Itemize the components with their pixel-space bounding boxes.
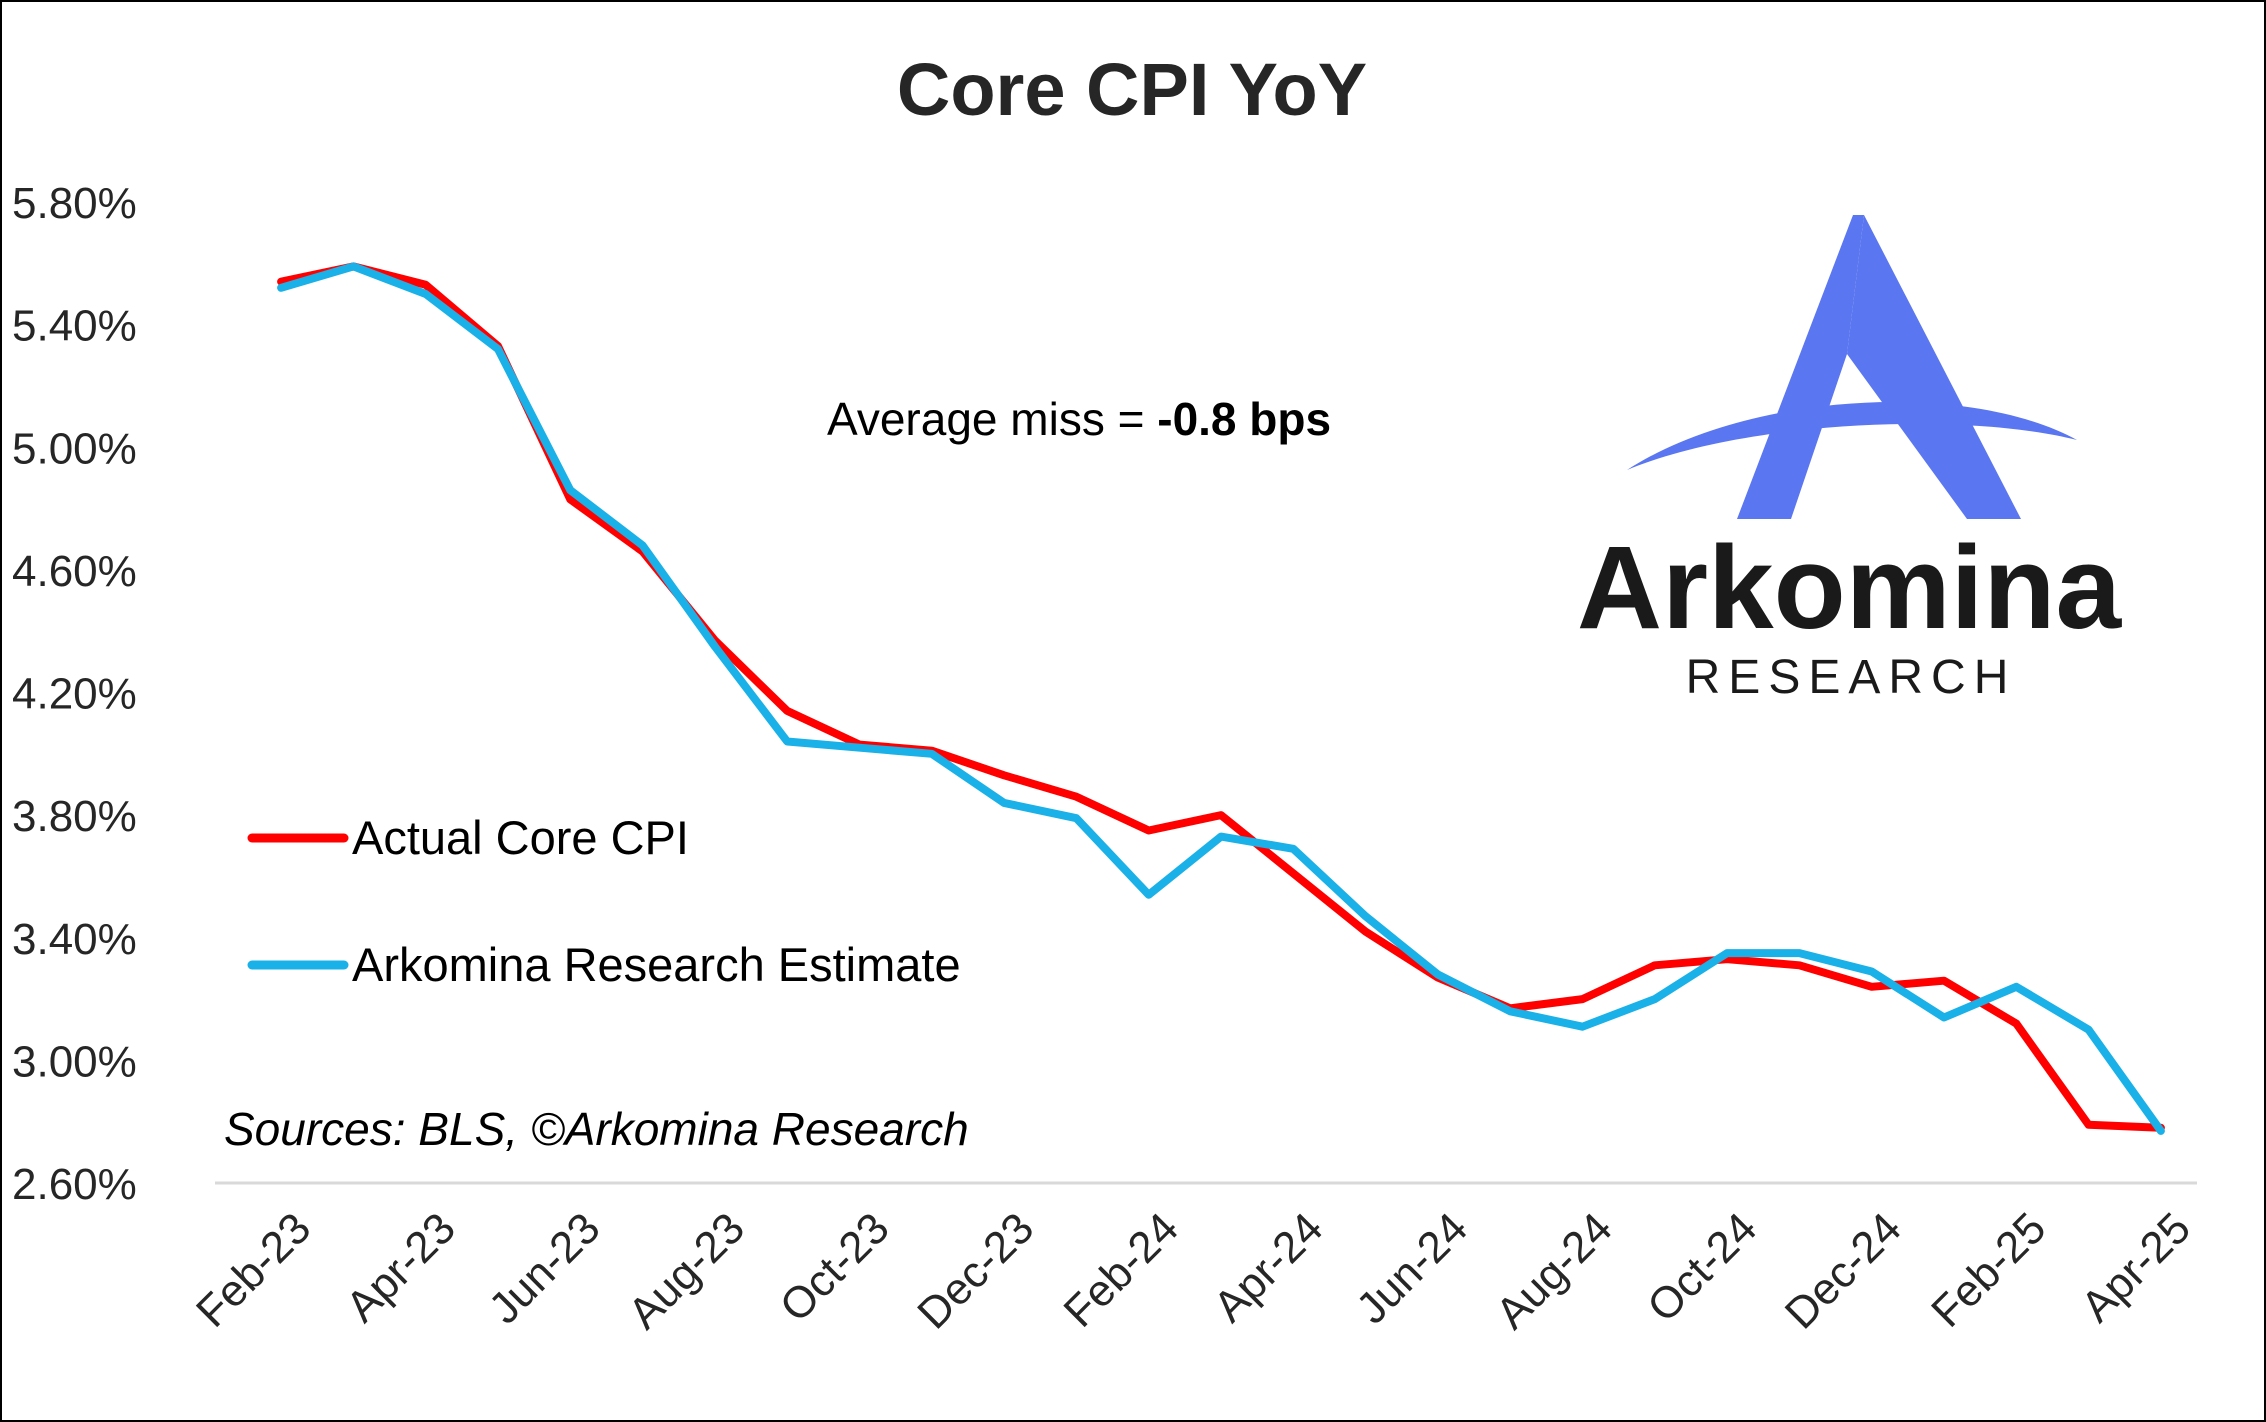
x-tick-label: Jun-23 — [480, 1203, 610, 1333]
y-tick-label: 5.40% — [12, 302, 137, 351]
y-tick-label: 5.80% — [12, 179, 137, 228]
actual-core-cpi-line — [277, 262, 2165, 1132]
x-tick-label: Apr-25 — [2072, 1203, 2200, 1331]
y-tick-label: 4.20% — [12, 670, 137, 719]
series-lines — [277, 262, 2165, 1135]
chart-title: Core CPI YoY — [897, 48, 1367, 131]
y-tick-label: 4.60% — [12, 547, 137, 596]
logo-triangle-icon — [1627, 215, 2077, 519]
y-tick-label: 2.60% — [12, 1160, 137, 1209]
x-axis-ticks: Feb-23 Apr-23 Jun-23 Aug-23 Oct-23 Dec-23 Feb-… — [187, 1203, 2200, 1338]
y-tick-label: 5.00% — [12, 424, 137, 473]
x-tick-label: Apr-23 — [337, 1203, 465, 1331]
x-tick-label: Oct-23 — [771, 1203, 899, 1331]
x-tick-label: Feb-25 — [1922, 1203, 2055, 1336]
y-axis-ticks: 2.60% 3.00% 3.40% 3.80% 4.20% 4.60% 5.00% 5.40%… — [12, 179, 137, 1209]
x-tick-label: Dec-23 — [908, 1203, 1043, 1338]
x-tick-label: Aug-24 — [1487, 1203, 1622, 1338]
x-tick-label: Apr-24 — [1204, 1203, 1332, 1331]
legend-label-estimate: Arkomina Research Estimate — [352, 938, 961, 991]
x-tick-label: Aug-23 — [619, 1203, 754, 1338]
legend-label-actual: Actual Core CPI — [352, 811, 689, 864]
y-tick-label: 3.00% — [12, 1037, 137, 1086]
legend: Actual Core CPI Arkomina Research Estima… — [247, 811, 961, 991]
y-tick-label: 3.40% — [12, 915, 137, 964]
average-miss-label: Average miss = — [827, 393, 1157, 445]
x-tick-label: Feb-23 — [187, 1203, 320, 1336]
average-miss-value: -0.8 bps — [1157, 393, 1331, 445]
estimate-line — [277, 262, 2165, 1135]
arkomina-logo: Arkomina RESEARCH — [1577, 215, 2123, 704]
y-tick-label: 3.80% — [12, 792, 137, 841]
logo-subtitle: RESEARCH — [1686, 651, 2017, 704]
x-tick-label: Oct-24 — [1638, 1203, 1766, 1331]
average-miss-annotation: Average miss = -0.8 bps — [827, 393, 1331, 445]
logo-wordmark: Arkomina — [1577, 522, 2123, 654]
x-tick-label: Dec-24 — [1776, 1203, 1911, 1338]
x-tick-label: Feb-24 — [1055, 1203, 1188, 1336]
source-note: Sources: BLS, ©Arkomina Research — [224, 1103, 969, 1155]
x-tick-label: Jun-24 — [1347, 1203, 1477, 1333]
